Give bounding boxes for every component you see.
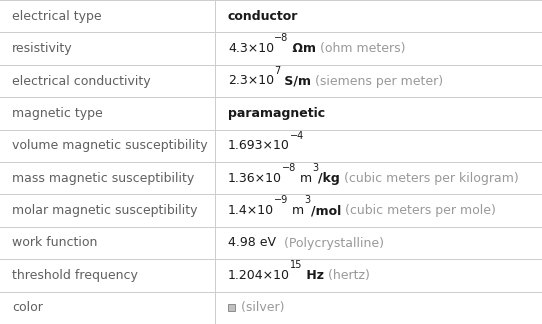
Text: (cubic meters per kilogram): (cubic meters per kilogram) <box>340 172 519 185</box>
Text: 3: 3 <box>312 163 319 173</box>
Text: threshold frequency: threshold frequency <box>12 269 138 282</box>
Text: 4.3×10: 4.3×10 <box>228 42 274 55</box>
Text: m: m <box>296 172 312 185</box>
Text: Ωm: Ωm <box>288 42 317 55</box>
Text: electrical type: electrical type <box>12 10 102 23</box>
Text: /kg: /kg <box>319 172 340 185</box>
Text: −4: −4 <box>290 131 304 141</box>
Text: conductor: conductor <box>228 10 299 23</box>
Text: (silver): (silver) <box>237 301 285 314</box>
Text: electrical conductivity: electrical conductivity <box>12 75 151 87</box>
Text: 3: 3 <box>305 195 311 205</box>
Text: 1.693×10: 1.693×10 <box>228 139 290 152</box>
Text: 1.36×10: 1.36×10 <box>228 172 282 185</box>
Text: (ohm meters): (ohm meters) <box>317 42 406 55</box>
Text: m: m <box>288 204 305 217</box>
Text: resistivity: resistivity <box>12 42 73 55</box>
Text: (hertz): (hertz) <box>324 269 370 282</box>
Text: 2.3×10: 2.3×10 <box>228 75 274 87</box>
Text: work function: work function <box>12 237 98 249</box>
Text: (siemens per meter): (siemens per meter) <box>311 75 443 87</box>
Text: −8: −8 <box>282 163 296 173</box>
Text: 1.4×10: 1.4×10 <box>228 204 274 217</box>
Text: S/m: S/m <box>280 75 311 87</box>
Text: 4.98 eV: 4.98 eV <box>228 237 276 249</box>
Text: molar magnetic susceptibility: molar magnetic susceptibility <box>12 204 197 217</box>
Text: mass magnetic susceptibility: mass magnetic susceptibility <box>12 172 194 185</box>
Text: Hz: Hz <box>302 269 324 282</box>
Text: volume magnetic susceptibility: volume magnetic susceptibility <box>12 139 208 152</box>
Text: −8: −8 <box>274 33 288 43</box>
Bar <box>228 304 235 311</box>
Text: 7: 7 <box>274 66 280 76</box>
Text: /mol: /mol <box>311 204 341 217</box>
Text: 1.204×10: 1.204×10 <box>228 269 290 282</box>
Text: (cubic meters per mole): (cubic meters per mole) <box>341 204 496 217</box>
Text: (Polycrystalline): (Polycrystalline) <box>276 237 384 249</box>
Text: paramagnetic: paramagnetic <box>228 107 325 120</box>
Text: magnetic type: magnetic type <box>12 107 103 120</box>
Text: color: color <box>12 301 43 314</box>
Text: −9: −9 <box>274 195 288 205</box>
Text: 15: 15 <box>290 260 302 270</box>
